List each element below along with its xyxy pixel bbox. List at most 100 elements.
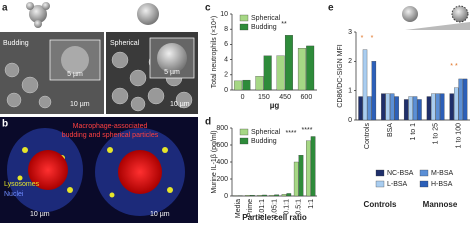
icon — [29, 5, 47, 23]
bar — [454, 87, 459, 121]
particle — [28, 150, 68, 190]
legend-label: H-BSA — [431, 181, 453, 188]
legend-label: M-BSA — [431, 170, 454, 177]
panel-label: d — [205, 117, 211, 128]
bar — [435, 93, 441, 121]
annotation: **** — [302, 127, 313, 134]
x-tick-label: 1 to 100 — [455, 123, 462, 148]
particle — [157, 43, 187, 73]
legend-swatch — [375, 180, 385, 188]
panel-a: a Budding Spherical 5 µm 5 µm 10 µm 10 µ… — [0, 2, 198, 114]
figure: a Budding Spherical 5 µm 5 µm 10 µm 10 µ… — [0, 2, 470, 223]
bar — [234, 80, 243, 91]
bar — [362, 49, 368, 121]
x-tick-label: 450 — [279, 94, 291, 101]
bar — [263, 55, 272, 91]
x-tick-label: 150 — [258, 94, 270, 101]
y-tick-label: 6 — [224, 41, 228, 48]
annotation: **** — [286, 130, 297, 137]
bar — [286, 193, 292, 197]
x-tick-label: 0.5:1 — [296, 199, 303, 215]
bar — [412, 96, 418, 121]
image-title: Spherical — [110, 40, 140, 47]
annotation: ** — [281, 21, 287, 28]
y-tick-label: 10 — [220, 11, 228, 18]
bar — [462, 78, 468, 121]
panel-b: b Macrophage-associated budding and sphe… — [0, 117, 198, 223]
bar — [306, 45, 315, 91]
y-tick-label: 3 — [348, 29, 352, 36]
bar — [274, 194, 280, 197]
bar — [431, 93, 436, 121]
x-tick-label: 1 to 25 — [433, 123, 440, 145]
y-tick-label: 4 — [224, 56, 228, 63]
bar — [269, 194, 275, 197]
bar — [381, 93, 386, 121]
x-tick-label: 1 to 1 — [410, 123, 417, 141]
y-tick-label: 0 — [224, 87, 228, 94]
legend-swatch — [239, 14, 249, 22]
annotation: * — [371, 35, 374, 42]
bar — [426, 96, 432, 121]
panel-label: a — [2, 3, 8, 14]
panel-label: b — [2, 119, 8, 130]
icon — [42, 2, 50, 10]
bar — [449, 93, 454, 121]
bar — [417, 99, 422, 121]
legend-swatch — [375, 169, 385, 177]
y-tick-label: 0 — [224, 193, 228, 200]
scale-label: 5 µm — [164, 69, 180, 76]
scale-label: 10 µm — [30, 211, 50, 218]
y-tick-label: 400 — [216, 159, 228, 166]
bar — [262, 194, 267, 197]
bar — [298, 155, 304, 197]
bar — [371, 61, 377, 121]
bar — [284, 35, 293, 91]
y-tick-label: 1 — [348, 88, 352, 95]
bar — [403, 99, 409, 121]
y-tick-label: 8 — [224, 26, 228, 33]
x-tick-label: 0.05:1 — [271, 199, 278, 219]
x-axis-title: µg — [270, 101, 280, 110]
x-tick-label: Media — [235, 199, 242, 218]
caption: budding and spherical particles — [62, 132, 159, 139]
legend-swatch — [239, 137, 249, 145]
particle — [61, 46, 89, 74]
particle — [118, 150, 162, 194]
group-label: Mannose — [423, 200, 458, 209]
y-tick-label: 0 — [348, 117, 352, 124]
bar — [358, 96, 363, 121]
legend-label: NC-BSA — [387, 170, 414, 177]
legend-label: Lysosomes — [4, 181, 40, 188]
bar — [257, 194, 263, 197]
x-tick-label: Controls — [364, 123, 371, 150]
bar — [293, 161, 299, 197]
bar — [276, 55, 285, 91]
panel-label: e — [328, 3, 334, 14]
bar — [245, 194, 250, 197]
icon — [34, 20, 42, 28]
bar — [440, 93, 445, 121]
bar — [310, 136, 316, 197]
legend-swatch — [419, 169, 429, 177]
scale-label: 10 µm — [70, 101, 90, 108]
bar — [255, 76, 264, 91]
image-title: Budding — [3, 40, 29, 47]
annotation: * * — [450, 63, 458, 70]
x-tick-label: 0 — [241, 94, 245, 101]
bar — [394, 96, 399, 121]
legend-label: Budding — [251, 24, 277, 31]
scale-label: 5 µm — [67, 71, 83, 78]
bar — [281, 194, 287, 197]
y-tick-label: 600 — [216, 142, 228, 149]
y-tick-label: 2 — [224, 72, 228, 79]
x-tick-label: 0.1:1 — [283, 199, 290, 215]
legend-label: Nuclei — [4, 191, 24, 198]
scale-label: 10 µm — [150, 211, 170, 218]
bar — [250, 194, 255, 197]
x-axis-title: Particle:cell ratio — [242, 213, 307, 222]
y-axis-title: CD86/DC-SIGN MFI — [337, 44, 344, 107]
bar — [242, 79, 251, 91]
x-tick-label: 0.01:1 — [259, 199, 266, 219]
legend-swatch — [239, 128, 249, 136]
